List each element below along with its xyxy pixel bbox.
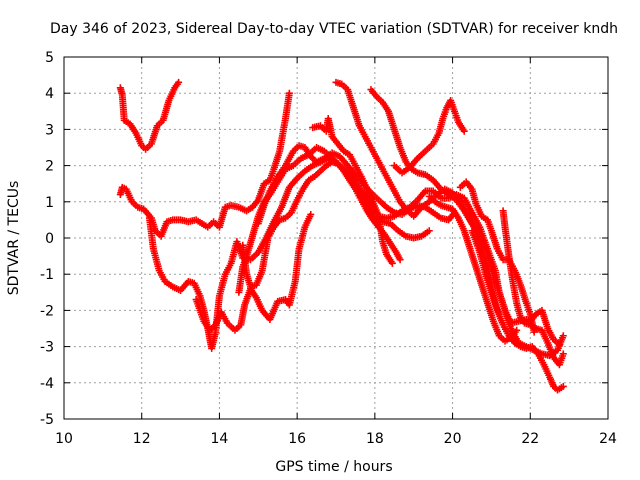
x-tick-label: 20	[444, 431, 462, 447]
y-tick-label: 5	[45, 50, 54, 66]
y-tick-label: 0	[45, 231, 54, 247]
x-tick-label: 10	[55, 431, 73, 447]
y-tick-label: -5	[40, 412, 54, 428]
y-tick-label: 3	[45, 122, 54, 138]
y-tick-label: -2	[40, 303, 54, 319]
data-point	[307, 210, 315, 218]
data-point	[559, 350, 567, 358]
grid	[64, 57, 608, 419]
y-tick-label: 4	[45, 86, 54, 102]
data-point	[460, 127, 468, 135]
y-tick-label: -4	[40, 376, 54, 392]
x-tick-label: 12	[133, 431, 151, 447]
series-trace-m	[499, 207, 567, 369]
series-trace-i	[367, 86, 563, 349]
data-point	[555, 341, 563, 349]
x-tick-label: 24	[599, 431, 617, 447]
plot-area	[116, 78, 567, 394]
x-tick-label: 18	[366, 431, 384, 447]
data-point	[425, 227, 433, 235]
series-trace-j	[390, 96, 468, 177]
x-axis-label: GPS time / hours	[275, 459, 392, 475]
data-point	[175, 78, 183, 86]
series-trace-g	[309, 115, 396, 267]
x-tick-label: 14	[211, 431, 229, 447]
x-tick-label: 22	[521, 431, 539, 447]
y-tick-label: 2	[45, 159, 54, 175]
y-tick-label: -3	[40, 340, 54, 356]
x-tick-label: 16	[288, 431, 306, 447]
series-trace-o	[425, 192, 521, 345]
series-trace-n	[239, 158, 404, 291]
plot-frame	[63, 56, 609, 420]
series-trace-d	[192, 210, 315, 334]
chart-title: Day 346 of 2023, Sidereal Day-to-day VTE…	[50, 21, 618, 37]
data-point	[396, 256, 404, 264]
y-tick-label: -1	[40, 267, 54, 283]
data-point	[513, 326, 521, 334]
series-trace-k	[456, 178, 538, 336]
y-axis-label: SDTVAR / TECUs	[6, 181, 22, 296]
data-point	[559, 332, 567, 340]
y-tick-label: 1	[45, 195, 54, 211]
data-point	[285, 89, 293, 97]
series-trace-l	[468, 227, 567, 394]
series-trace-a	[116, 78, 183, 153]
series-trace-b	[116, 89, 293, 240]
data-point	[559, 382, 567, 390]
data-point	[388, 259, 396, 267]
